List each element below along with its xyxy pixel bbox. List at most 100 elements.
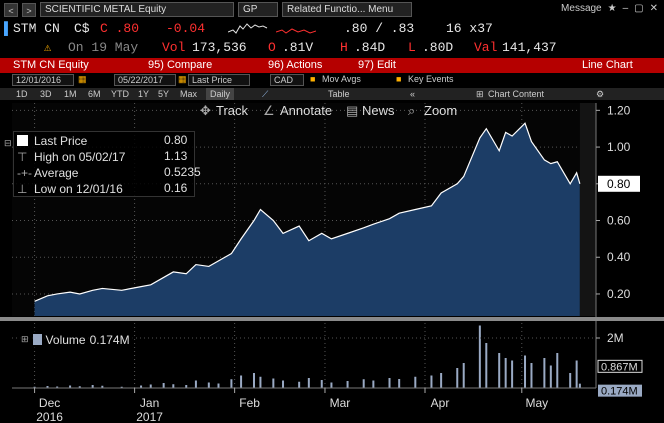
volume-last-label: 0.174M <box>601 386 638 398</box>
function-menu-bar: STM CN Equity 95) Compare 96) Actions 97… <box>0 58 664 73</box>
volume-bar <box>101 385 104 388</box>
volume-value: 0.174M <box>89 332 130 347</box>
zoom-button[interactable]: Zoom <box>424 103 458 118</box>
y-tick-label: 0.40 <box>607 250 631 264</box>
restore-icon[interactable]: ▢ <box>634 3 644 14</box>
period-3d[interactable]: 3D <box>40 89 52 99</box>
checkbox-icon[interactable]: ■ <box>310 74 316 84</box>
quote-high-label: H <box>340 40 348 55</box>
star-icon[interactable]: ★ <box>607 3 617 14</box>
chart-content-button[interactable]: Chart Content <box>488 89 545 99</box>
key-events-toggle[interactable]: Key Events <box>408 74 454 84</box>
volume-bar <box>430 375 433 388</box>
period-1d[interactable]: 1D <box>16 89 28 99</box>
volume-legend: ⊞ Volume 0.174M <box>18 331 133 348</box>
calendar-icon[interactable]: ▦ <box>78 74 87 84</box>
volume-bar <box>252 373 255 388</box>
period-5y[interactable]: 5Y <box>158 89 170 99</box>
year-label: 2017 <box>136 410 163 423</box>
period-6m[interactable]: 6M <box>88 89 101 99</box>
y-tick-label: 0.20 <box>607 287 631 301</box>
period-1m[interactable]: 1M <box>64 89 77 99</box>
quote-bid-ask: .80 / .83 <box>344 21 415 36</box>
volume-bar <box>320 380 323 388</box>
quote-currency: C$ <box>74 21 90 36</box>
start-date-input[interactable]: 12/01/2016 <box>12 74 74 86</box>
volume-bar <box>362 379 365 388</box>
frequency-select[interactable]: Daily <box>206 88 235 100</box>
menu-compare[interactable]: 95) Compare <box>148 59 213 71</box>
volume-bar <box>372 380 375 388</box>
volume-bar <box>185 385 188 388</box>
volume-bar <box>462 363 465 388</box>
news-icon[interactable]: ▤ <box>346 103 359 118</box>
volume-bar <box>78 386 81 388</box>
top-toolbar: < > SCIENTIFIC METAL Equity GP Related F… <box>0 0 664 19</box>
quote-vol: 173,536 <box>192 40 247 55</box>
field-select[interactable]: Last Price <box>188 74 250 86</box>
flag-icon: ▌ <box>4 21 12 36</box>
menu-edit[interactable]: 97) Edit <box>358 59 396 71</box>
chart-tools: ✥ Track ∠ Annotate ▤ News ⌕ Zoom <box>0 103 600 121</box>
line-style-icon[interactable]: ⟋ <box>262 89 269 99</box>
volume-bar <box>282 380 285 388</box>
calendar-icon[interactable]: ▦ <box>178 74 187 84</box>
quote-panel: ▌ STM CN C$ C .80 -0.04 .80 / .83 16 x37… <box>0 20 664 58</box>
future-region <box>579 103 596 316</box>
checkbox-icon[interactable]: ■ <box>396 74 402 84</box>
price-legend: Last Price 0.80 ⊤ High on 05/02/17 1.13 … <box>4 131 201 197</box>
volume-bar <box>414 376 417 388</box>
volume-bar <box>307 378 310 388</box>
annotate-button[interactable]: Annotate <box>280 103 333 118</box>
security-input[interactable]: SCIENTIFIC METAL Equity <box>40 2 234 17</box>
quote-date: On 19 May <box>68 40 139 55</box>
y-tick-label: 0.80 <box>607 177 631 191</box>
track-button[interactable]: Track <box>216 103 249 118</box>
y-tick-label: 1.20 <box>607 103 631 117</box>
crosshair-icon[interactable]: ✥ <box>200 103 211 118</box>
currency-select[interactable]: CAD <box>270 74 304 86</box>
collapse-icon[interactable]: « <box>410 89 416 99</box>
tick-bars-icon <box>276 28 316 34</box>
quote-change: -0.04 <box>166 21 206 36</box>
pencil-icon[interactable]: ∠ <box>263 103 275 118</box>
expand-icon[interactable]: ⊞ <box>21 334 29 344</box>
chart-content-icon[interactable]: ⊞ <box>476 89 484 99</box>
volume-bar <box>259 376 262 388</box>
legend-low-label: Low on 12/01/16 <box>34 181 123 196</box>
volume-bar <box>456 368 459 388</box>
chart-type-title: Line Chart <box>582 59 633 71</box>
volume-bar <box>140 385 143 388</box>
related-functions-menu[interactable]: Related Functio... Menu <box>282 2 412 17</box>
close-icon[interactable]: ✕ <box>649 3 658 14</box>
menu-actions[interactable]: 96) Actions <box>268 59 323 71</box>
period-max[interactable]: Max <box>180 89 198 99</box>
zoom-icon[interactable]: ⌕ <box>408 103 416 118</box>
message-button[interactable]: Message <box>561 3 602 14</box>
back-icon[interactable]: < <box>4 2 18 17</box>
legend-avg-value: 0.5235 <box>164 165 201 179</box>
volume-bar <box>240 375 243 388</box>
legend-high-label: High on 05/02/17 <box>34 149 126 164</box>
volume-bar <box>207 382 210 388</box>
volume-bar <box>56 386 59 388</box>
volume-bar <box>346 381 349 388</box>
volume-bar <box>530 363 533 388</box>
legend-high-value: 1.13 <box>164 149 188 163</box>
volume-bar <box>162 383 165 388</box>
gp-button[interactable]: GP <box>238 2 278 17</box>
expand-icon[interactable]: ⊟ <box>4 138 12 148</box>
end-date-input[interactable]: 05/22/2017 <box>114 74 176 86</box>
volume-bar <box>217 383 220 388</box>
forward-icon[interactable]: > <box>22 2 36 17</box>
menu-equity[interactable]: STM CN Equity <box>13 59 89 71</box>
news-button[interactable]: News <box>362 103 395 118</box>
mov-avgs-toggle[interactable]: Mov Avgs <box>322 74 361 84</box>
table-button[interactable]: Table <box>328 89 350 99</box>
volume-tick-label: 2M <box>607 331 624 345</box>
minus-icon[interactable]: – <box>622 3 629 14</box>
period-1y[interactable]: 1Y <box>138 89 150 99</box>
volume-bar <box>556 353 559 388</box>
settings-icon[interactable]: ⚙ <box>596 89 605 99</box>
period-ytd[interactable]: YTD <box>111 89 129 99</box>
